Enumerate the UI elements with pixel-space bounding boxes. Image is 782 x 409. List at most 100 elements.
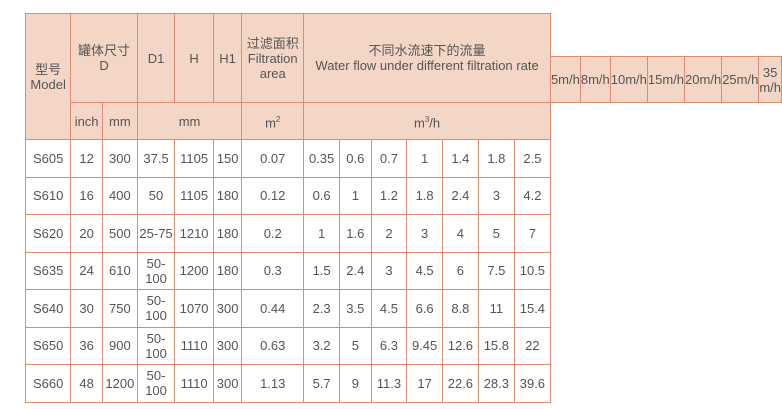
- rate-header: 20m/h: [684, 56, 723, 103]
- table-cell: 39.6: [513, 364, 551, 403]
- table-cell: S660: [24, 364, 72, 403]
- table-cell: 25-75: [136, 214, 176, 253]
- table-cell: 180: [212, 176, 243, 215]
- table-row: S620 20 500 25-75 1210 180 0.2 1 1.6 2 3 4 5 7: [24, 214, 782, 253]
- m2-unit: m2: [241, 102, 305, 140]
- model-header: 型号 Model: [24, 13, 72, 140]
- table-cell: 1: [406, 139, 443, 178]
- table-cell: 1200: [174, 251, 214, 290]
- table-cell: 300: [212, 326, 243, 365]
- flow-header: 不同水流速下的流量 Water flow under different filt…: [303, 13, 551, 103]
- table-cell: 1.6: [339, 214, 372, 253]
- table-cell: 1.8: [477, 139, 515, 178]
- table-cell: 10.5: [513, 251, 551, 290]
- table-cell: 12.6: [441, 326, 479, 365]
- table-cell: 1.4: [441, 139, 479, 178]
- table-cell: 17: [406, 364, 443, 403]
- table-cell: 22.6: [441, 364, 479, 403]
- table-cell: 9.45: [406, 326, 443, 365]
- table-cell: 3.2: [303, 326, 341, 365]
- table-cell: 1110: [174, 364, 214, 403]
- table-cell: S610: [24, 176, 72, 215]
- table-cell: 750: [101, 289, 138, 328]
- mm-unit-dims: mm: [136, 102, 243, 140]
- rate-header: 35 m/h: [758, 56, 782, 103]
- table-cell: 300: [101, 139, 138, 178]
- table-cell: 0.3: [241, 251, 305, 290]
- table-cell: 610: [101, 251, 138, 290]
- table-row: S650 36 900 50-100 1110 300 0.63 3.2 5 6.3 9.45 12.…: [24, 326, 782, 365]
- table-cell: S605: [24, 139, 72, 178]
- table-cell: 1.2: [370, 176, 408, 215]
- table-cell: S640: [24, 289, 72, 328]
- table-cell: 0.6: [339, 139, 372, 178]
- table-cell: 2.3: [303, 289, 341, 328]
- table-cell: 2.4: [339, 251, 372, 290]
- table-cell: 0.6: [303, 176, 341, 215]
- table-cell: 4: [441, 214, 479, 253]
- table-cell: 6.6: [406, 289, 443, 328]
- table-cell: 4.5: [406, 251, 443, 290]
- table-cell: 500: [101, 214, 138, 253]
- table-cell: 3: [406, 214, 443, 253]
- table-row: S660 48 1200 50-100 1110 300 1.13 5.7 9 11.3 17 22.…: [24, 364, 782, 403]
- table-cell: 1105: [174, 176, 214, 215]
- table-cell: 12: [70, 139, 103, 178]
- table-cell: 2: [370, 214, 408, 253]
- table-cell: 36: [70, 326, 103, 365]
- table-cell: 180: [212, 251, 243, 290]
- d-header: 罐体尺寸 D: [70, 13, 138, 103]
- table-cell: 3: [477, 176, 515, 215]
- table-cell: S635: [24, 251, 72, 290]
- table-cell: 2.4: [441, 176, 479, 215]
- table-cell: 180: [212, 214, 243, 253]
- mm-unit: mm: [101, 102, 138, 140]
- table-cell: 150: [212, 139, 243, 178]
- d1-header: D1: [136, 13, 176, 103]
- table-cell: 37.5: [136, 139, 176, 178]
- table-cell: 50: [136, 176, 176, 215]
- rate-header: 5m/h: [549, 56, 581, 103]
- table-cell: 15.4: [513, 289, 551, 328]
- table-cell: 1070: [174, 289, 214, 328]
- table-cell: 3.5: [339, 289, 372, 328]
- table-cell: 4.2: [513, 176, 551, 215]
- filter-spec-table: 型号 Model 罐体尺寸 D D1 H H1 过滤面积 Filtration area…: [24, 13, 782, 403]
- table-cell: 28.3: [477, 364, 515, 403]
- table-cell: 2.5: [513, 139, 551, 178]
- table-cell: 5: [477, 214, 515, 253]
- table-cell: 1210: [174, 214, 214, 253]
- table-cell: 8.8: [441, 289, 479, 328]
- h-header: H: [174, 13, 214, 103]
- table-cell: 400: [101, 176, 138, 215]
- table-cell: 6: [441, 251, 479, 290]
- table-cell: 5: [339, 326, 372, 365]
- table-cell: 50-100: [136, 251, 176, 290]
- area-header: 过滤面积 Filtration area: [241, 13, 305, 103]
- table-cell: 48: [70, 364, 103, 403]
- table-cell: 5.7: [303, 364, 341, 403]
- table-cell: 1: [303, 214, 341, 253]
- table-cell: 1.5: [303, 251, 341, 290]
- table-cell: 9: [339, 364, 372, 403]
- table-cell: 0.07: [241, 139, 305, 178]
- table-cell: 1: [339, 176, 372, 215]
- table-cell: 30: [70, 289, 103, 328]
- table-row: S610 16 400 50 1105 180 0.12 0.6 1 1.2 1.8 2.4 3 4.2: [24, 176, 782, 215]
- table-cell: 300: [212, 289, 243, 328]
- table-cell: 16: [70, 176, 103, 215]
- rate-header: 15m/h: [646, 56, 686, 103]
- table-cell: 0.2: [241, 214, 305, 253]
- m3h-unit: m3/h: [303, 102, 551, 140]
- table-cell: 11: [477, 289, 515, 328]
- table-cell: 1.8: [406, 176, 443, 215]
- table-cell: 15.8: [477, 326, 515, 365]
- table-cell: 7: [513, 214, 551, 253]
- table-cell: 1105: [174, 139, 214, 178]
- table-cell: 0.7: [370, 139, 408, 178]
- table-cell: 50-100: [136, 289, 176, 328]
- table-cell: 900: [101, 326, 138, 365]
- table-cell: 0.44: [241, 289, 305, 328]
- table-cell: S620: [24, 214, 72, 253]
- table-cell: S650: [24, 326, 72, 365]
